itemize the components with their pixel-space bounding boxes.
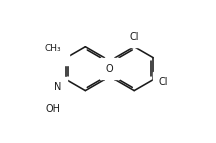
Text: Cl: Cl xyxy=(129,31,139,41)
Text: OH: OH xyxy=(45,104,60,114)
Text: O: O xyxy=(106,64,114,74)
Text: Cl: Cl xyxy=(159,78,168,88)
Text: N: N xyxy=(54,82,62,92)
Text: CH₃: CH₃ xyxy=(44,44,61,53)
Text: O: O xyxy=(56,49,63,59)
